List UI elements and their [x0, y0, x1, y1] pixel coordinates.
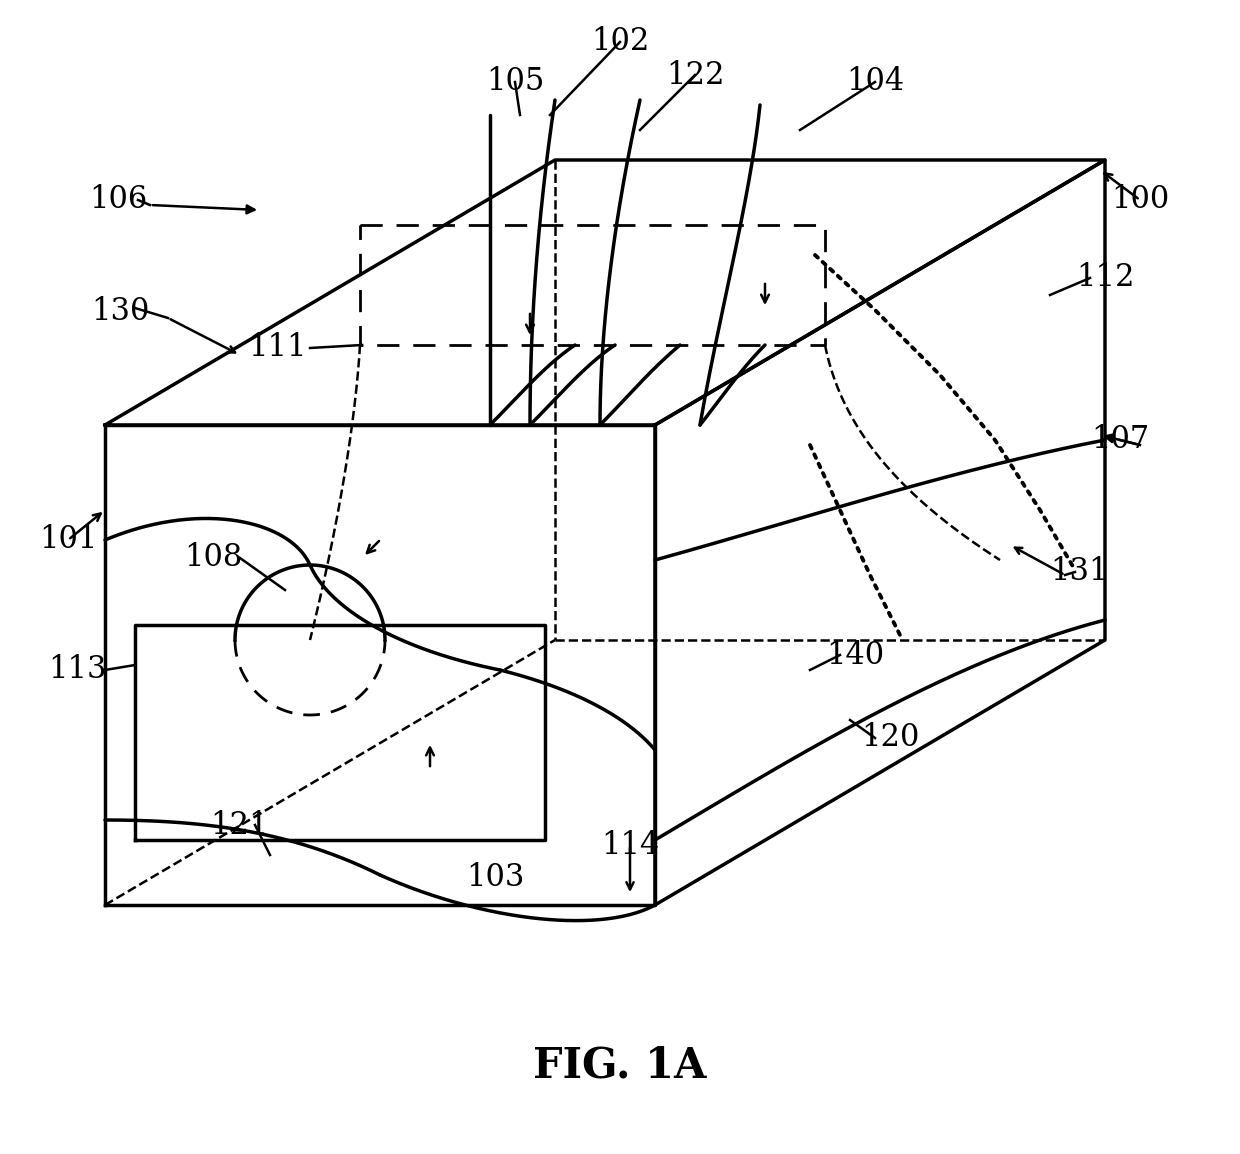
Text: 100: 100: [1111, 185, 1169, 216]
Text: 111: 111: [248, 332, 306, 364]
Text: 114: 114: [601, 830, 660, 861]
Text: 121: 121: [211, 809, 269, 840]
Text: 120: 120: [861, 722, 919, 754]
Text: 113: 113: [48, 654, 107, 685]
Text: 106: 106: [89, 185, 148, 216]
Text: 140: 140: [826, 639, 884, 670]
Text: FIG. 1A: FIG. 1A: [533, 1044, 707, 1086]
Text: 130: 130: [91, 297, 149, 328]
Text: 101: 101: [38, 525, 97, 555]
Text: 131: 131: [1050, 556, 1110, 587]
Text: 102: 102: [590, 27, 650, 58]
Text: 105: 105: [486, 67, 544, 97]
Text: 108: 108: [184, 542, 242, 574]
Text: 107: 107: [1091, 425, 1149, 456]
Text: 122: 122: [666, 60, 724, 90]
Text: 103: 103: [466, 862, 525, 893]
Text: 104: 104: [846, 67, 904, 97]
Text: 112: 112: [1076, 262, 1135, 293]
